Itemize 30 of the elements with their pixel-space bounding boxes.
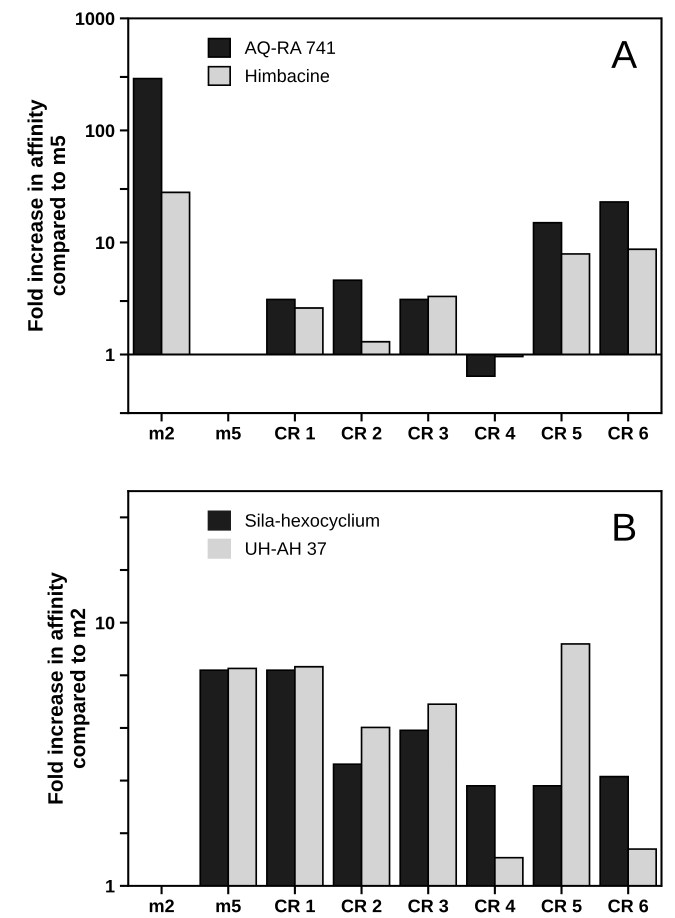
x-tick-label: CR 5 bbox=[542, 426, 582, 440]
y-tick-label: 10 bbox=[96, 236, 114, 250]
annotation: B bbox=[614, 514, 636, 541]
x-tick-label: CR 4 bbox=[475, 426, 516, 440]
x-tick-label: m2 bbox=[150, 900, 174, 912]
x-tick-label: m5 bbox=[216, 900, 241, 912]
x-tick-label: CR 2 bbox=[342, 900, 382, 912]
legend-label: AQ-RA 741 bbox=[244, 41, 336, 58]
x-tick-label: CR 6 bbox=[608, 900, 648, 912]
legend-label: Sila-hexocyclium bbox=[245, 514, 379, 530]
x-tick-label: CR 3 bbox=[408, 900, 448, 912]
y-tick-label: 1 bbox=[106, 880, 115, 892]
legend-label: Himbacine bbox=[246, 68, 330, 82]
y-axis-title: Fold increase in affinity compared to m2 bbox=[48, 572, 90, 804]
x-tick-label: CR 4 bbox=[475, 900, 516, 912]
y-tick-label: 10 bbox=[96, 616, 114, 630]
legend-label: UH-AH 37 bbox=[246, 542, 326, 555]
x-tick-label: m2 bbox=[150, 426, 174, 440]
x-tick-label: CR 6 bbox=[608, 426, 648, 440]
y-tick-label: 1 bbox=[106, 348, 115, 362]
y-tick-label: 100 bbox=[86, 124, 114, 138]
y-axis-title: Fold increase in affinity compared to m5 bbox=[27, 99, 70, 331]
x-tick-label: m5 bbox=[216, 426, 241, 440]
x-tick-label: CR 2 bbox=[342, 426, 382, 440]
x-tick-label: CR 3 bbox=[408, 426, 448, 440]
x-tick-label: CR 1 bbox=[275, 900, 315, 912]
x-tick-label: CR 5 bbox=[542, 900, 582, 912]
x-tick-label: CR 1 bbox=[275, 426, 315, 440]
annotation: A bbox=[611, 41, 638, 68]
y-tick-label: 1000 bbox=[76, 12, 114, 26]
